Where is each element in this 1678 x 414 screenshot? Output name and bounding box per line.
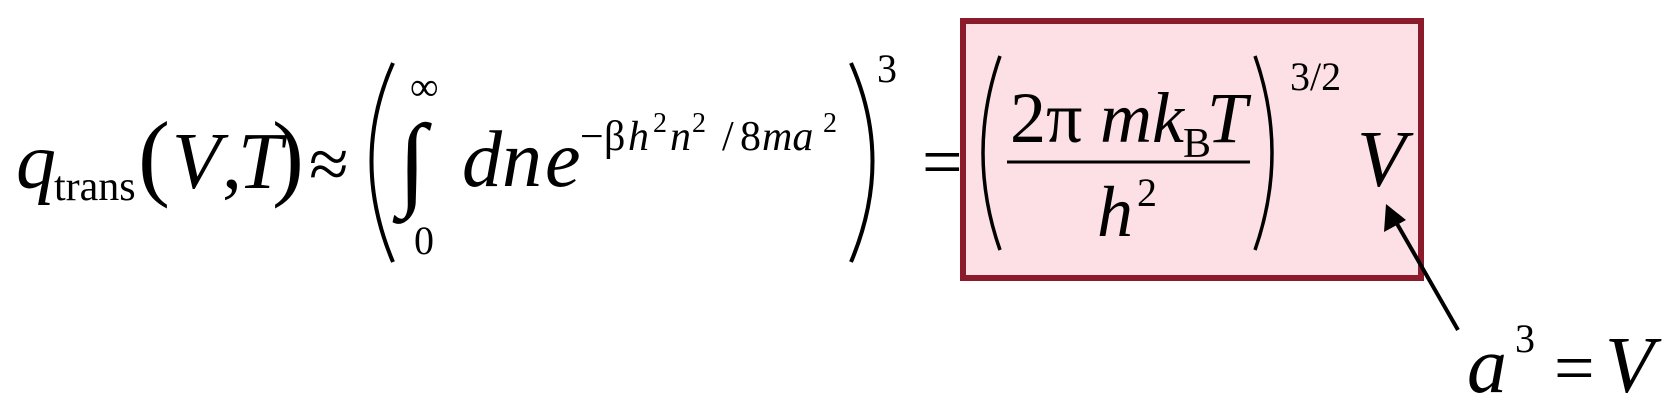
numerator-T: T [1207, 78, 1252, 158]
exponent-n-power: 2 [692, 108, 706, 139]
result-open-paren [981, 55, 1002, 251]
integral-sign: ∫ [392, 104, 432, 224]
result-power-3-2: 3/2 [1290, 54, 1341, 99]
annotation-arrow-shaft [1390, 214, 1460, 331]
exponent-a-power: 2 [823, 108, 837, 139]
result-factor-V: V [1357, 116, 1414, 204]
annotation-a-power: 3 [1515, 316, 1535, 361]
exponent-h-power: 2 [653, 108, 667, 139]
result-close-paren [1253, 55, 1274, 251]
exponent-minus: − [580, 114, 604, 160]
lhs-q: q [16, 118, 56, 206]
lhs-comma: , [222, 118, 242, 206]
integral-lower-limit: 0 [414, 218, 434, 263]
integral-open-paren [369, 62, 395, 263]
result-group: 2π mk B T h 2 3/2 V [981, 54, 1414, 252]
equals-sign: = [922, 122, 963, 202]
integral-group-power: 3 [877, 46, 897, 91]
exponential-base: e [545, 116, 581, 204]
lhs-T: T [238, 118, 288, 206]
numerator-subscript-B: B [1183, 121, 1211, 167]
annotation-a: a [1467, 322, 1507, 410]
approx-sign: ≈ [309, 124, 349, 204]
annotation-equals: = [1554, 328, 1595, 408]
exponent-8: 8 [740, 114, 761, 160]
lhs-close-paren: ) [272, 102, 304, 209]
lhs-V: V [172, 118, 229, 206]
numerator-mk: mk [1100, 78, 1186, 158]
result-highlight-box [960, 18, 1424, 281]
integral-differential: dn [462, 116, 542, 204]
numerator-2pi: 2π [1010, 78, 1082, 158]
exponent-ma: ma [762, 114, 813, 160]
denominator-h: h [1097, 172, 1133, 252]
lhs-subscript-trans: trans [54, 164, 136, 210]
exponent-slash: / [722, 114, 734, 160]
exponent-beta: β [604, 114, 625, 160]
annotation-group: a 3 = V [1467, 316, 1662, 410]
lhs-group: q trans ( V , T ) [16, 102, 304, 210]
integral-close-paren [849, 62, 875, 263]
denominator-h-power: 2 [1137, 170, 1157, 215]
integral-upper-limit: ∞ [410, 64, 439, 109]
exponent-n: n [670, 114, 691, 160]
annotation-V: V [1605, 322, 1662, 410]
integral-group: ∞ ∫ 0 dn e − β h 2 n 2 / 8 ma 2 [392, 64, 837, 263]
annotation-arrow-head [1384, 204, 1406, 232]
exponent-h: h [628, 114, 649, 160]
lhs-open-paren: ( [138, 102, 170, 209]
